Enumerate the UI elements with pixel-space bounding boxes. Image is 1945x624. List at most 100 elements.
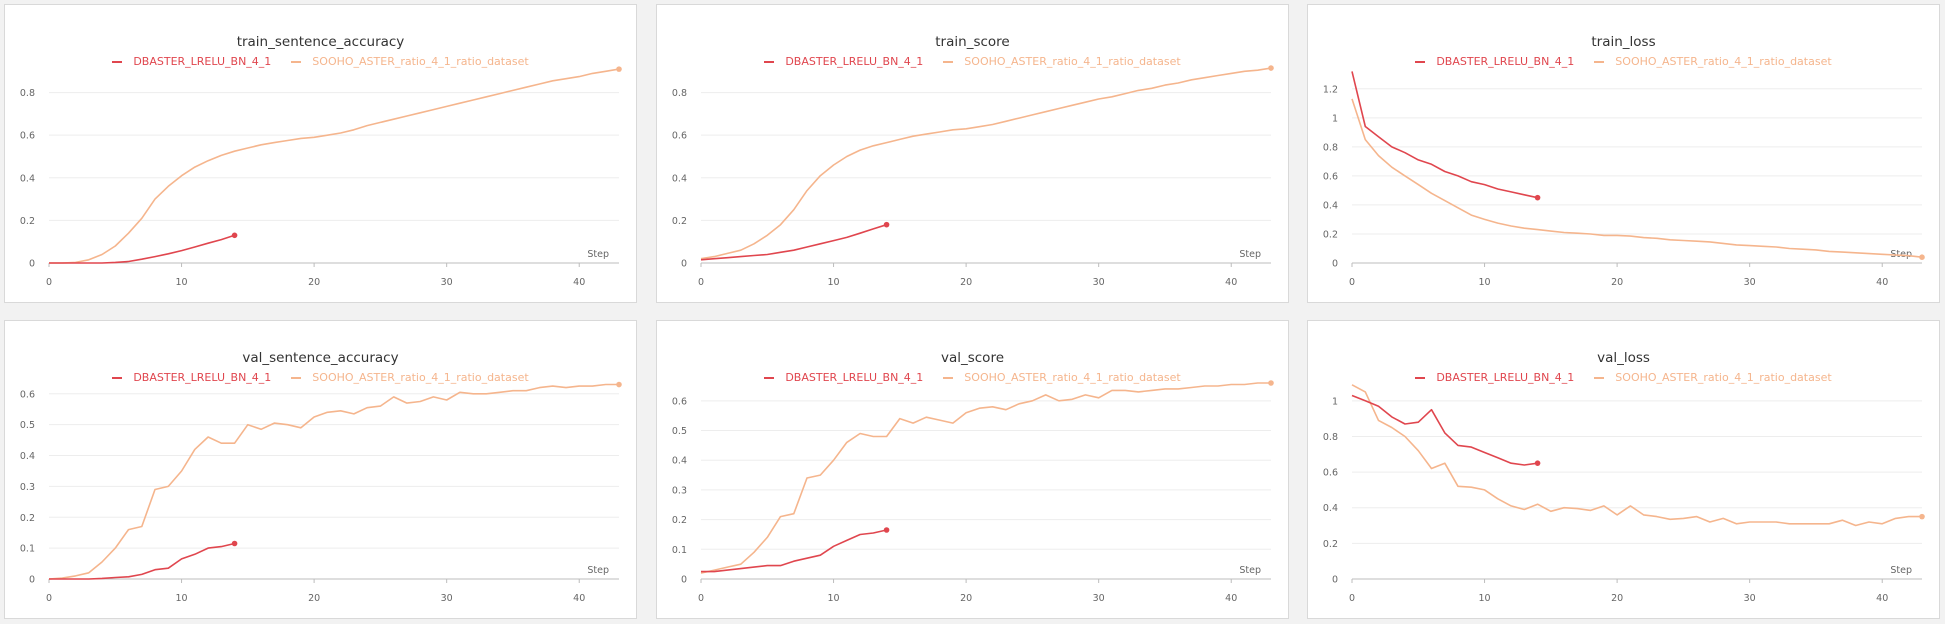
y-tick-label: 0.3 xyxy=(20,482,35,493)
y-tick-label: 0.4 xyxy=(672,456,687,467)
y-tick-label: 0.8 xyxy=(1323,432,1338,443)
x-axis-label: Step xyxy=(1239,565,1261,576)
x-tick-label: 30 xyxy=(1744,593,1756,604)
chart-legend[interactable]: DBASTER_LRELU_BN_4_1 SOOHO_ASTER_ratio_4… xyxy=(1308,55,1939,68)
plot-area[interactable]: 0 0.1 0.2 0.3 0.4 0.5 0.6 0 10 20 30 40 Step xyxy=(657,321,1290,620)
y-tick-label: 0 xyxy=(1332,575,1338,586)
plot-area[interactable]: 0 0.2 0.4 0.6 0.8 0 10 20 30 40 Step xyxy=(5,5,638,304)
y-tick-label: 0.5 xyxy=(672,426,687,437)
y-tick-label: 1.2 xyxy=(1323,84,1338,95)
y-tick-label: 0 xyxy=(681,259,687,270)
x-tick-label: 10 xyxy=(176,277,188,288)
y-tick-label: 0.8 xyxy=(672,88,687,99)
x-axis-label: Step xyxy=(1890,249,1912,260)
chart-legend[interactable]: DBASTER_LRELU_BN_4_1 SOOHO_ASTER_ratio_4… xyxy=(5,371,636,384)
y-tick-label: 0.6 xyxy=(1323,468,1338,479)
legend-item-series-a[interactable]: DBASTER_LRELU_BN_4_1 xyxy=(1415,371,1574,384)
chart-legend[interactable]: DBASTER_LRELU_BN_4_1 SOOHO_ASTER_ratio_4… xyxy=(1308,371,1939,384)
legend-item-series-a[interactable]: DBASTER_LRELU_BN_4_1 xyxy=(112,55,271,68)
series-endpoint-sooho-aster xyxy=(1919,513,1925,520)
y-tick-label: 0.6 xyxy=(1323,171,1338,182)
legend-swatch xyxy=(764,376,775,379)
x-tick-label: 0 xyxy=(698,277,704,288)
series-endpoint-dbaster xyxy=(883,221,890,228)
x-tick-label: 30 xyxy=(1093,277,1105,288)
plot-area[interactable]: 0 0.2 0.4 0.6 0.8 1 1.2 0 10 20 30 40 Step xyxy=(1308,5,1941,304)
y-tick-label: 0.2 xyxy=(672,515,687,526)
x-tick-label: 10 xyxy=(1479,593,1491,604)
series-line-sooho-aster xyxy=(49,68,620,264)
legend-item-series-a[interactable]: DBASTER_LRELU_BN_4_1 xyxy=(764,371,923,384)
legend-item-series-b[interactable]: SOOHO_ASTER_ratio_4_1_ratio_dataset xyxy=(1594,55,1832,68)
x-axis-label: Step xyxy=(1239,249,1261,260)
plot-area[interactable]: 0 0.1 0.2 0.3 0.4 0.5 0.6 0 10 20 30 40 Step xyxy=(5,321,638,620)
y-tick-label: 0.6 xyxy=(672,131,687,142)
x-tick-label: 0 xyxy=(1349,277,1355,288)
x-tick-label: 20 xyxy=(960,593,972,604)
series-line-dbaster xyxy=(701,529,887,573)
y-tick-label: 0.8 xyxy=(20,88,35,99)
series-line-dbaster xyxy=(1351,71,1538,199)
x-tick-label: 40 xyxy=(1225,593,1237,604)
legend-label: DBASTER_LRELU_BN_4_1 xyxy=(1436,55,1575,68)
legend-swatch xyxy=(943,376,954,379)
plot-area[interactable]: 0 0.2 0.4 0.6 0.8 0 10 20 30 40 Step xyxy=(657,5,1290,304)
y-tick-label: 0.3 xyxy=(672,485,687,496)
y-tick-label: 1 xyxy=(1332,396,1338,407)
chart-legend[interactable]: DBASTER_LRELU_BN_4_1 SOOHO_ASTER_ratio_4… xyxy=(5,55,636,68)
y-tick-label: 0.8 xyxy=(1323,142,1338,153)
x-tick-label: 30 xyxy=(441,593,453,604)
y-tick-label: 0.4 xyxy=(1323,503,1338,514)
series-line-sooho-aster xyxy=(1351,384,1922,527)
legend-item-series-a[interactable]: DBASTER_LRELU_BN_4_1 xyxy=(764,55,923,68)
series-line-dbaster xyxy=(49,542,235,580)
x-tick-label: 20 xyxy=(308,277,320,288)
y-tick-label: 0.1 xyxy=(20,544,35,555)
y-tick-label: 0.6 xyxy=(20,389,35,400)
y-tick-label: 0.4 xyxy=(20,173,35,184)
legend-swatch xyxy=(1415,60,1426,63)
legend-swatch xyxy=(112,60,123,63)
legend-item-series-b[interactable]: SOOHO_ASTER_ratio_4_1_ratio_dataset xyxy=(291,55,529,68)
x-tick-label: 20 xyxy=(1611,593,1623,604)
chart-legend[interactable]: DBASTER_LRELU_BN_4_1 SOOHO_ASTER_ratio_4… xyxy=(657,371,1288,384)
x-tick-label: 0 xyxy=(46,277,52,288)
legend-label: DBASTER_LRELU_BN_4_1 xyxy=(785,371,924,384)
x-axis-label: Step xyxy=(1890,565,1912,576)
legend-label: DBASTER_LRELU_BN_4_1 xyxy=(1436,371,1575,384)
chart-title: train_sentence_accuracy xyxy=(236,34,405,50)
legend-item-series-b[interactable]: SOOHO_ASTER_ratio_4_1_ratio_dataset xyxy=(943,55,1181,68)
x-axis-label: Step xyxy=(587,249,609,260)
y-tick-label: 0 xyxy=(1332,259,1338,270)
series-line-dbaster xyxy=(1351,394,1538,466)
legend-item-series-a[interactable]: DBASTER_LRELU_BN_4_1 xyxy=(1415,55,1574,68)
chart-title: val_score xyxy=(940,350,1005,366)
chart-legend[interactable]: DBASTER_LRELU_BN_4_1 SOOHO_ASTER_ratio_4… xyxy=(657,55,1288,68)
legend-item-series-b[interactable]: SOOHO_ASTER_ratio_4_1_ratio_dataset xyxy=(943,371,1181,384)
series-endpoint-sooho-aster xyxy=(1268,65,1274,71)
legend-label: DBASTER_LRELU_BN_4_1 xyxy=(133,371,272,384)
y-tick-label: 0.2 xyxy=(20,513,35,524)
series-endpoint-sooho-aster xyxy=(1268,380,1274,386)
legend-item-series-b[interactable]: SOOHO_ASTER_ratio_4_1_ratio_dataset xyxy=(291,371,529,384)
x-tick-label: 20 xyxy=(308,593,320,604)
y-tick-label: 0.2 xyxy=(672,216,687,227)
series-endpoint-dbaster xyxy=(231,232,238,239)
x-tick-label: 40 xyxy=(1876,277,1888,288)
x-tick-label: 10 xyxy=(1479,277,1491,288)
x-axis-label: Step xyxy=(587,565,609,576)
legend-item-series-a[interactable]: DBASTER_LRELU_BN_4_1 xyxy=(112,371,271,384)
y-tick-label: 0.2 xyxy=(20,216,35,227)
x-tick-label: 0 xyxy=(698,593,704,604)
x-tick-label: 20 xyxy=(960,277,972,288)
x-tick-label: 10 xyxy=(176,593,188,604)
chart-panel-val-score: val_score DBASTER_LRELU_BN_4_1 SOOHO_AST… xyxy=(656,320,1289,619)
y-tick-label: 0.5 xyxy=(20,420,35,431)
y-tick-label: 0.4 xyxy=(20,451,35,462)
legend-label: DBASTER_LRELU_BN_4_1 xyxy=(785,55,924,68)
series-line-sooho-aster xyxy=(700,67,1272,260)
y-tick-label: 0 xyxy=(29,259,35,270)
legend-item-series-b[interactable]: SOOHO_ASTER_ratio_4_1_ratio_dataset xyxy=(1594,371,1832,384)
chart-title: train_score xyxy=(935,34,1010,50)
